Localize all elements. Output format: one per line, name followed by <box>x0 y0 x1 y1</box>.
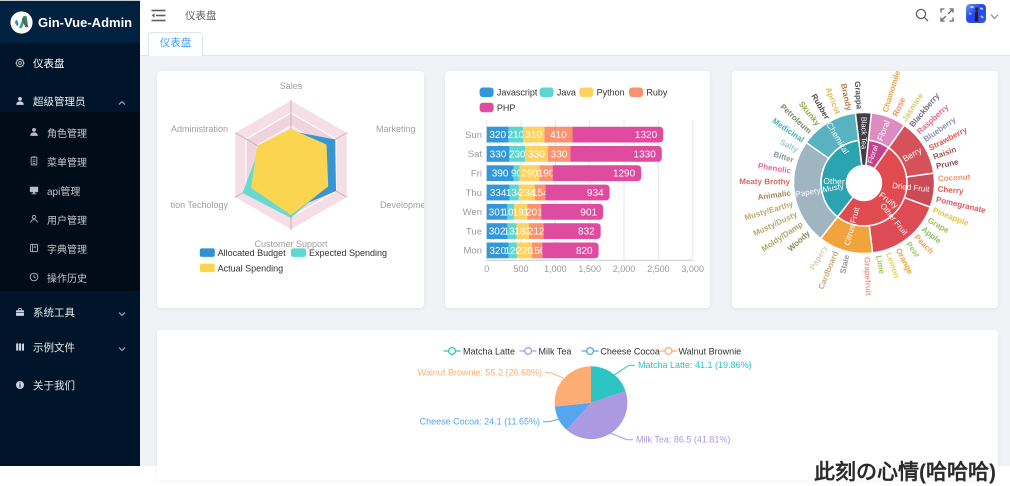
svg-text:Other: Other <box>823 176 845 187</box>
svg-text:0: 0 <box>484 264 489 274</box>
svg-text:210: 210 <box>508 130 525 141</box>
svg-text:Wen: Wen <box>463 207 482 218</box>
svg-text:Development: Development <box>380 200 424 210</box>
svg-text:934: 934 <box>587 188 604 199</box>
svg-text:Actual Spending: Actual Spending <box>218 263 284 273</box>
svg-text:1,500: 1,500 <box>578 264 601 274</box>
svg-text:182: 182 <box>514 227 531 238</box>
svg-text:Allocated Budget: Allocated Budget <box>218 248 287 258</box>
svg-text:Coconut: Coconut <box>938 173 971 184</box>
svg-text:Marketing: Marketing <box>376 124 416 134</box>
svg-text:Milk Tea: 86.5 (41.81%): Milk Tea: 86.5 (41.81%) <box>636 435 730 445</box>
svg-text:2,000: 2,000 <box>613 264 636 274</box>
svg-text:Tue: Tue <box>466 226 482 237</box>
svg-text:Black Tea: Black Tea <box>859 117 868 150</box>
svg-text:150: 150 <box>529 246 546 257</box>
svg-text:Lime: Lime <box>874 255 887 276</box>
svg-text:Administration: Administration <box>171 124 228 134</box>
svg-text:Meaty Brothy: Meaty Brothy <box>739 177 790 186</box>
svg-text:330: 330 <box>490 149 507 160</box>
svg-text:Fri: Fri <box>471 169 482 180</box>
svg-text:Python: Python <box>597 88 625 98</box>
svg-text:Sun: Sun <box>465 130 482 141</box>
svg-text:132: 132 <box>504 227 521 238</box>
svg-text:301: 301 <box>489 207 506 218</box>
svg-text:90: 90 <box>511 169 523 180</box>
svg-text:PHP: PHP <box>497 103 516 113</box>
svg-text:Sales: Sales <box>280 81 303 91</box>
svg-text:330: 330 <box>551 149 568 160</box>
svg-text:Ruby: Ruby <box>646 88 668 98</box>
svg-text:Expected Spending: Expected Spending <box>309 248 387 258</box>
svg-text:Dried Fruit: Dried Fruit <box>892 181 931 194</box>
svg-text:330: 330 <box>528 149 545 160</box>
svg-text:101: 101 <box>502 207 519 218</box>
svg-text:Cheese Cocoa: Cheese Cocoa <box>600 347 660 357</box>
svg-text:220: 220 <box>516 246 533 257</box>
svg-text:Grappa: Grappa <box>853 81 864 110</box>
svg-text:Matcha Latte: Matcha Latte <box>463 347 515 357</box>
svg-text:1330: 1330 <box>634 149 657 160</box>
svg-text:310: 310 <box>525 130 542 141</box>
svg-text:500: 500 <box>514 264 529 274</box>
svg-text:Thu: Thu <box>466 188 482 199</box>
svg-text:120: 120 <box>504 246 521 257</box>
svg-text:Mon: Mon <box>464 246 482 257</box>
svg-text:134: 134 <box>506 188 523 199</box>
svg-text:Stale: Stale <box>838 253 851 274</box>
svg-text:1,000: 1,000 <box>544 264 567 274</box>
svg-text:334: 334 <box>490 188 507 199</box>
svg-text:290: 290 <box>521 169 538 180</box>
svg-text:212: 212 <box>528 227 545 238</box>
svg-text:201: 201 <box>526 207 543 218</box>
svg-text:Java: Java <box>557 88 576 98</box>
svg-text:190: 190 <box>538 169 555 180</box>
svg-text:320: 320 <box>489 246 506 257</box>
svg-text:3,000: 3,000 <box>681 264 704 274</box>
svg-text:154: 154 <box>532 188 549 199</box>
svg-text:Cherry: Cherry <box>937 185 964 196</box>
svg-text:410: 410 <box>550 130 567 141</box>
svg-text:Milk Tea: Milk Tea <box>539 347 572 357</box>
svg-text:Sat: Sat <box>468 149 483 160</box>
svg-text:Javascript: Javascript <box>497 88 538 98</box>
svg-text:230: 230 <box>509 149 526 160</box>
svg-text:Walnut Brownie: Walnut Brownie <box>679 347 742 357</box>
svg-text:320: 320 <box>489 130 506 141</box>
svg-text:1290: 1290 <box>613 169 636 180</box>
svg-text:Customer Support: Customer Support <box>254 239 328 249</box>
svg-text:390: 390 <box>492 169 509 180</box>
svg-text:Matcha Latte: 41.1 (19.86%): Matcha Latte: 41.1 (19.86%) <box>638 360 752 370</box>
svg-text:Walnut Brownie: 55.2 (26.68%): Walnut Brownie: 55.2 (26.68%) <box>418 368 542 378</box>
svg-text:901: 901 <box>580 207 597 218</box>
svg-text:1320: 1320 <box>635 130 658 141</box>
svg-text:2,500: 2,500 <box>647 264 670 274</box>
svg-text:Phenolic: Phenolic <box>757 161 792 175</box>
svg-text:832: 832 <box>578 227 595 238</box>
svg-text:191: 191 <box>513 207 530 218</box>
svg-text:302: 302 <box>489 227 506 238</box>
svg-text:820: 820 <box>576 246 593 257</box>
svg-text:Cheese Cocoa: 24.1 (11.65%): Cheese Cocoa: 24.1 (11.65%) <box>420 417 540 427</box>
svg-text:234: 234 <box>519 188 536 199</box>
svg-text:tion Techology: tion Techology <box>171 200 229 210</box>
svg-text:Grapefruit: Grapefruit <box>862 257 872 296</box>
